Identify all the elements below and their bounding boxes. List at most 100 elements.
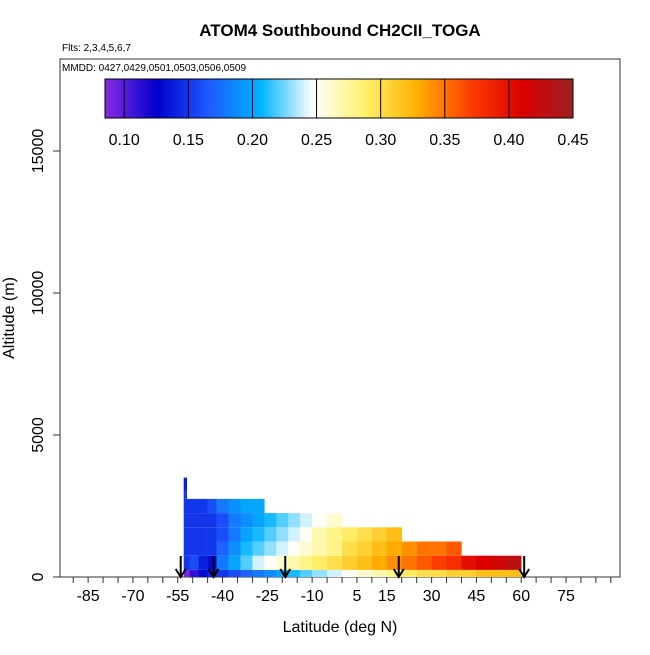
heatmap-cell [300,541,313,556]
colorbar-swatch [120,79,125,118]
colorbar-swatch [183,79,188,118]
heatmap-cell [300,555,313,570]
heatmap-cell [189,527,199,542]
heatmap-cell [288,541,301,556]
heatmap-cell [342,569,358,577]
colorbar-swatch [272,79,277,118]
heatmap-cell [228,513,241,528]
heatmap-cell [183,527,190,542]
colorbar-swatch [136,79,141,118]
heatmap-cell [264,541,277,556]
colorbar-swatch [420,79,426,118]
colorbar-swatch [467,79,472,118]
colorbar-swatch [167,79,172,118]
heatmap-cell [371,541,388,556]
heatmap-cell [312,569,328,577]
heatmap-cell [300,513,313,528]
colorbar-tick-label: 0.40 [493,132,524,149]
heatmap-cell [198,555,208,570]
heatmap-cell [252,569,265,577]
colorbar-swatch [413,79,418,118]
colorbar-swatch [249,79,254,118]
colorbar-swatch [374,79,379,118]
heatmap-cell [327,555,343,570]
x-tick-label: 60 [512,588,530,605]
colorbar-swatch [440,79,445,118]
heatmap-cell [228,527,241,542]
colorbar-swatch [268,79,274,118]
heatmap-cell [506,555,522,570]
heatmap-cell [356,527,373,542]
colorbar-tick-label: 0.10 [109,132,140,149]
heatmap-cell [198,498,208,514]
colorbar-swatch [393,79,398,118]
heatmap-cell [252,527,265,542]
heatmap-cells [183,477,522,577]
colorbar-swatch [288,79,293,118]
heatmap-cell [356,541,373,556]
colorbar-swatch [296,79,301,118]
colorbar-tick-label: 0.45 [557,132,588,149]
colorbar-swatch [397,79,402,118]
colorbar-swatch [331,79,336,118]
colorbar-swatch [530,79,535,118]
heatmap-cell [386,527,402,542]
heatmap-cell [228,541,241,556]
heatmap-cell [342,555,358,570]
heatmap-cell [264,513,277,528]
flight-arrows [174,556,531,579]
colorbar-swatch [537,79,543,118]
heatmap-cell [216,498,229,514]
heatmap-cell [446,569,462,577]
colorbar-swatch [483,79,488,118]
colorbar-swatch [514,79,519,118]
colorbar-swatch [210,79,215,118]
heatmap-cell [198,527,208,542]
colorbar-swatch [303,79,309,118]
colorbar-swatch [405,79,410,118]
colorbar-swatch [471,79,476,118]
heatmap-cell [207,541,217,556]
colorbar-swatch [424,79,430,118]
dates-label: MMDD: 0427,0429,0501,0503,0506,0509 [62,63,246,74]
colorbar-swatch [534,79,539,118]
colorbar-swatch [354,79,359,118]
heatmap-cell [240,569,253,577]
heatmap-cell [264,527,277,542]
colorbar-swatch [222,79,227,118]
colorbar-swatch [327,79,332,118]
colorbar-swatch [448,79,453,118]
colorbar-tick-label: 0.35 [429,132,460,149]
heatmap-cell [252,513,265,528]
colorbar-swatch [147,79,153,118]
colorbar-swatch [315,79,320,118]
heatmap-cell [252,498,265,514]
heatmap-cell [252,555,265,570]
colorbar-swatch [417,79,422,118]
heatmap-cell [312,513,328,528]
colorbar-swatch [522,79,527,118]
colorbar-swatch [264,79,270,118]
colorbar-swatch [569,79,574,118]
heatmap-cell [276,555,289,570]
colorbar-swatch [280,79,285,118]
colorbar-swatch [436,79,441,118]
colorbar-swatch [389,79,394,118]
colorbar-swatch [479,79,484,118]
colorbar-swatch [233,79,238,118]
colorbar-swatch [378,79,383,118]
heatmap-cell [198,513,208,528]
colorbar-swatch [132,79,137,118]
colorbar-swatch [335,79,340,118]
heatmap-cell [506,569,522,577]
colorbar-swatch [487,79,492,118]
heatmap-cell [216,569,229,577]
colorbar-swatch [526,79,531,118]
x-tick-label: -70 [121,588,144,605]
heatmap-cell [288,527,301,542]
colorbar-swatch [370,79,375,118]
heatmap-cell [288,513,301,528]
heatmap-cell [183,513,190,528]
colorbar-swatch [206,79,211,118]
chart-title: ATOM4 Southbound CH2CII_TOGA [199,21,480,40]
